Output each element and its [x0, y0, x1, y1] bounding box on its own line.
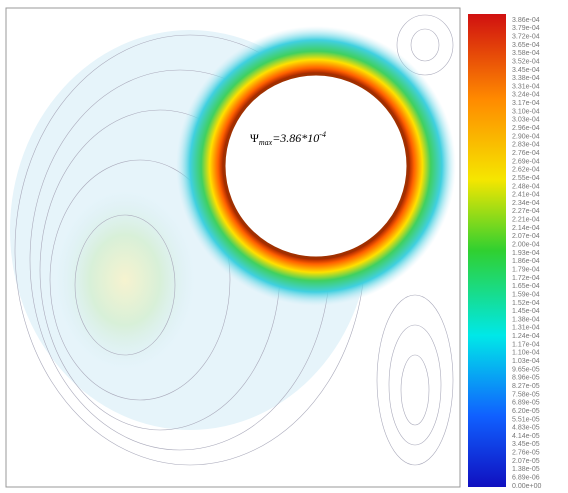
colorbar-label: 2.07e-04 [512, 233, 540, 240]
colorbar-label: 3.52e-04 [512, 58, 540, 65]
colorbar-label: 7.58e-05 [512, 391, 540, 398]
colorbar-label: 2.21e-04 [512, 217, 540, 224]
colorbar-label: 1.52e-04 [512, 300, 540, 307]
colorbar-label: 2.76e-04 [512, 150, 540, 157]
colorbar-label: 2.62e-04 [512, 167, 540, 174]
colorbar-label: 8.27e-05 [512, 383, 540, 390]
colorbar-label: 3.17e-04 [512, 100, 540, 107]
colorbar-label: 1.24e-04 [512, 333, 540, 340]
colorbar-label: 1.38e-04 [512, 316, 540, 323]
colorbar-label: 1.31e-04 [512, 325, 540, 332]
colorbar-label: 5.51e-05 [512, 416, 540, 423]
colorbar-label: 2.96e-04 [512, 125, 540, 132]
colorbar-label: 1.59e-04 [512, 291, 540, 298]
colorbar-label: 3.65e-04 [512, 42, 540, 49]
annotation: Ψmax=3.86*10-4 [250, 130, 326, 147]
colorbar-label: 2.55e-04 [512, 175, 540, 182]
colorbar-label: 3.79e-04 [512, 25, 540, 32]
colorbar-label: 1.65e-04 [512, 283, 540, 290]
colorbar-label: 1.03e-04 [512, 358, 540, 365]
colorbar-label: 2.41e-04 [512, 192, 540, 199]
colorbar-label: 2.14e-04 [512, 225, 540, 232]
colorbar-label: 1.10e-04 [512, 350, 540, 357]
colorbar-label: 1.45e-04 [512, 308, 540, 315]
colorbar-label: 6.20e-05 [512, 408, 540, 415]
colorbar-label: 3.86e-04 [512, 17, 540, 24]
colorbar-label: 9.65e-05 [512, 366, 540, 373]
colorbar-label: 2.90e-04 [512, 133, 540, 140]
colorbar-label: 4.83e-05 [512, 425, 540, 432]
colorbar-label: 1.72e-04 [512, 275, 540, 282]
colorbar-label: 3.24e-04 [512, 92, 540, 99]
colorbar-label: 2.83e-04 [512, 142, 540, 149]
colorbar-labels: 3.86e-043.79e-043.72e-04 3.65e-043.58e-04… [512, 17, 541, 490]
colorbar-label: 3.10e-04 [512, 108, 540, 115]
colorbar-label: 1.17e-04 [512, 341, 540, 348]
colorbar-label: 1.79e-04 [512, 266, 540, 273]
colorbar [468, 14, 506, 487]
colorbar-label: 2.48e-04 [512, 183, 540, 190]
colorbar-label: 1.93e-04 [512, 250, 540, 257]
colorbar-label: 2.69e-04 [512, 158, 540, 165]
colorbar-label: 2.76e-05 [512, 450, 540, 457]
colorbar-label: 6.89e-05 [512, 400, 540, 407]
colorbar-label: 1.86e-04 [512, 258, 540, 265]
colorbar-label: 2.34e-04 [512, 200, 540, 207]
colorbar-label: 3.45e-04 [512, 67, 540, 74]
colorbar-label: 2.07e-05 [512, 458, 540, 465]
colorbar-label: 8.96e-05 [512, 375, 540, 382]
colorbar-label: 6.89e-06 [512, 475, 540, 482]
plot-area: Ψmax=3.86*10-4 [5, 7, 461, 488]
colorbar-label: 2.00e-04 [512, 242, 540, 249]
colorbar-label: 3.58e-04 [512, 50, 540, 57]
colorbar-label: 3.31e-04 [512, 83, 540, 90]
colorbar-label: 2.27e-04 [512, 208, 540, 215]
colorbar-label: 4.14e-05 [512, 433, 540, 440]
colorbar-label: 0.00e+00 [512, 483, 541, 490]
colorbar-label: 1.38e-05 [512, 466, 540, 473]
colorbar-label: 3.38e-04 [512, 75, 540, 82]
colorbar-label: 3.72e-04 [512, 33, 540, 40]
colorbar-label: 3.03e-04 [512, 117, 540, 124]
colorbar-label: 3.45e-05 [512, 441, 540, 448]
